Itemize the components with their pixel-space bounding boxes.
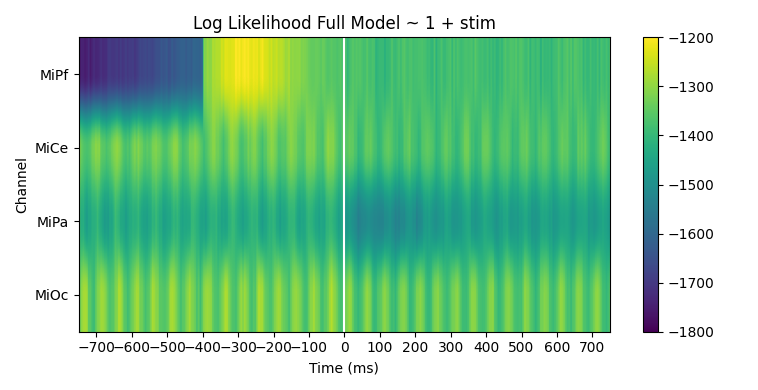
X-axis label: Time (ms): Time (ms) bbox=[309, 361, 379, 375]
Title: Log Likelihood Full Model ~ 1 + stim: Log Likelihood Full Model ~ 1 + stim bbox=[193, 15, 496, 33]
Y-axis label: Channel: Channel bbox=[15, 156, 29, 213]
